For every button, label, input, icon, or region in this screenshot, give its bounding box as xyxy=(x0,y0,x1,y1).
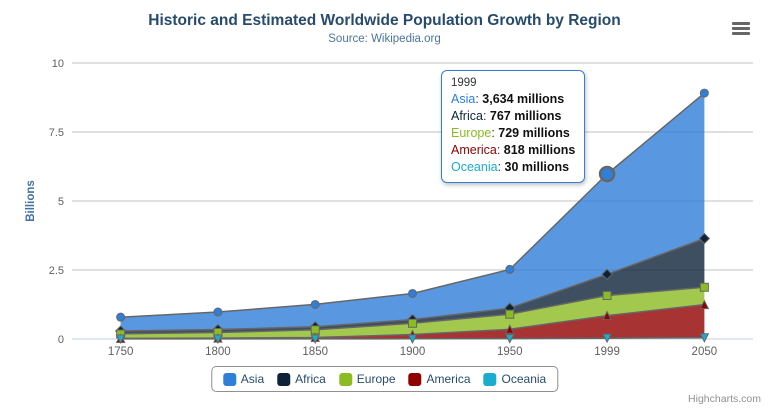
hamburger-icon xyxy=(732,26,750,30)
svg-text:1950: 1950 xyxy=(497,346,523,358)
tooltip-header: 1999 xyxy=(451,77,477,89)
credits-link[interactable]: Highcharts.com xyxy=(688,393,761,405)
legend-item-africa[interactable]: Africa xyxy=(277,372,326,386)
svg-text:1800: 1800 xyxy=(205,346,231,358)
chart-title: Historic and Estimated Worldwide Populat… xyxy=(148,12,621,29)
tooltip-series-asia: Asia xyxy=(451,92,482,106)
svg-text:5: 5 xyxy=(58,196,64,208)
tooltip-value-africa: 767 millions xyxy=(489,109,562,123)
legend-label-asia: Asia xyxy=(240,372,265,386)
legend: Asia Africa Europe America Oceania xyxy=(210,366,559,392)
svg-text:1999: 1999 xyxy=(594,346,620,358)
legend-label-america: America xyxy=(426,372,471,386)
legend-swatch-asia xyxy=(222,372,236,386)
tooltip-value-europe: 729 millions xyxy=(498,126,570,140)
legend-item-europe[interactable]: Europe xyxy=(338,372,396,386)
svg-text:10: 10 xyxy=(52,58,64,70)
tooltip-series-africa: Africa xyxy=(451,109,490,123)
tooltip-row: Europe729 millions xyxy=(451,125,575,142)
hamburger-icon xyxy=(732,31,750,35)
svg-text:1900: 1900 xyxy=(400,346,426,358)
svg-text:2.5: 2.5 xyxy=(49,265,64,277)
legend-swatch-africa xyxy=(277,372,291,386)
legend-swatch-oceania xyxy=(483,372,497,386)
legend-item-oceania[interactable]: Oceania xyxy=(483,372,547,386)
svg-text:7.5: 7.5 xyxy=(49,127,64,139)
legend-swatch-europe xyxy=(338,372,352,386)
tooltip-series-america: America xyxy=(451,143,504,157)
tooltip-series-oceania: Oceania xyxy=(451,160,505,174)
tooltip-value-oceania: 30 millions xyxy=(504,160,570,174)
tooltip-row: Asia3,634 millions xyxy=(451,91,575,108)
legend-label-europe: Europe xyxy=(356,372,396,386)
legend-label-oceania: Oceania xyxy=(501,372,547,386)
tooltip-row: Oceania30 millions xyxy=(451,159,575,176)
tooltip: 1999 Asia3,634 millions Africa767 millio… xyxy=(441,70,586,183)
tooltip-series-europe: Europe xyxy=(451,126,498,140)
svg-text:1750: 1750 xyxy=(108,346,134,358)
tooltip-row: Africa767 millions xyxy=(451,108,575,125)
legend-item-asia[interactable]: Asia xyxy=(222,372,265,386)
tooltip-value-america: 818 millions xyxy=(503,143,576,157)
export-menu-button[interactable] xyxy=(730,18,754,38)
svg-text:2050: 2050 xyxy=(692,346,718,358)
legend-label-africa: Africa xyxy=(295,372,326,386)
chart-subtitle: Source: Wikipedia.org xyxy=(328,33,441,45)
legend-item-america[interactable]: America xyxy=(408,372,471,386)
tooltip-value-asia: 3,634 millions xyxy=(482,92,565,106)
legend-swatch-america xyxy=(408,372,422,386)
hamburger-icon xyxy=(732,21,750,25)
tooltip-row: America818 millions xyxy=(451,142,575,159)
svg-text:0: 0 xyxy=(58,334,64,346)
svg-text:1850: 1850 xyxy=(302,346,328,358)
